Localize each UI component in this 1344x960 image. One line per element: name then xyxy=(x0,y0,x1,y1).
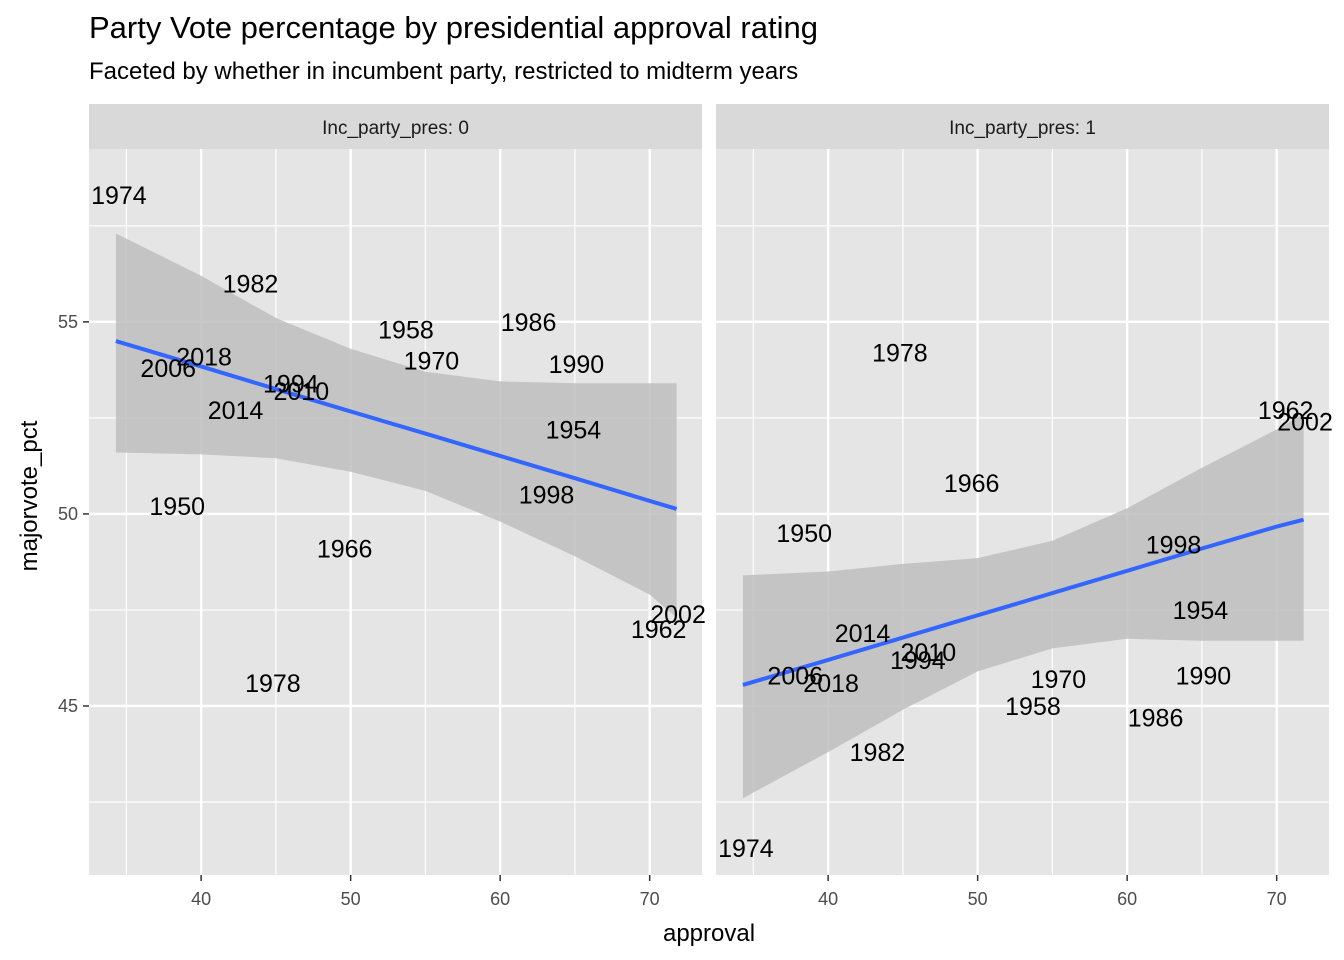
point-label-2002: 2002 xyxy=(1277,409,1333,437)
point-label-1982: 1982 xyxy=(850,739,906,767)
y-tick-label: 45 xyxy=(58,696,78,716)
point-label-1982: 1982 xyxy=(223,270,279,298)
facet-panel-0: Inc_party_pres: 0 40 50 60 70 45 50 55 1974 1982 2… xyxy=(58,104,706,909)
x-axis-label: approval xyxy=(663,920,755,947)
confidence-ribbon xyxy=(742,414,1304,799)
x-tick-label: 60 xyxy=(490,889,510,909)
chart-title: Party Vote percentage by presidential ap… xyxy=(89,10,818,45)
y-tick-label: 55 xyxy=(58,312,78,332)
x-tick-label: 50 xyxy=(968,889,988,909)
y-axis-label: majorvote_pct xyxy=(16,420,43,571)
x-tick-label: 40 xyxy=(818,889,838,909)
regression-line xyxy=(742,517,1305,687)
point-label-1954: 1954 xyxy=(1173,597,1229,625)
y-tick-label: 50 xyxy=(58,504,78,524)
facet-panels: Inc_party_pres: 0 40 50 60 70 45 50 55 1974 1982 2… xyxy=(58,104,1333,909)
point-label-1966: 1966 xyxy=(317,535,373,563)
point-label-2006: 2006 xyxy=(767,662,823,690)
point-label-1986: 1986 xyxy=(1128,705,1184,733)
point-label-1990: 1990 xyxy=(549,351,605,379)
facet-strip-label: Inc_party_pres: 0 xyxy=(322,118,469,139)
point-label-2018: 2018 xyxy=(176,343,232,371)
panel-plot-area xyxy=(115,233,678,618)
x-tick-label: 70 xyxy=(640,889,660,909)
point-label-1958: 1958 xyxy=(378,317,434,345)
point-label-1970: 1970 xyxy=(404,347,460,375)
point-label-1994: 1994 xyxy=(890,647,946,675)
panel-plot-area xyxy=(742,414,1305,799)
point-label-1962: 1962 xyxy=(1258,397,1314,425)
facet-strip-label: Inc_party_pres: 1 xyxy=(949,118,1096,139)
point-label-1974: 1974 xyxy=(718,835,774,863)
point-label-1974: 1974 xyxy=(91,182,147,210)
chart-subtitle: Faceted by whether in incumbent party, r… xyxy=(89,58,799,85)
point-label-1994: 1994 xyxy=(263,370,319,398)
facet-strip xyxy=(89,104,702,149)
point-label-1970: 1970 xyxy=(1031,666,1087,694)
point-label-1966: 1966 xyxy=(944,470,1000,498)
point-label-2018: 2018 xyxy=(803,670,859,698)
point-label-1998: 1998 xyxy=(1146,532,1202,560)
regression-line xyxy=(115,339,678,511)
point-label-2002: 2002 xyxy=(650,601,706,629)
point-label-2010: 2010 xyxy=(900,639,956,667)
x-tick-label: 40 xyxy=(191,889,211,909)
point-label-1954: 1954 xyxy=(546,416,602,444)
point-label-1958: 1958 xyxy=(1005,693,1061,721)
point-label-2014: 2014 xyxy=(208,397,264,425)
facet-strip xyxy=(716,104,1329,149)
x-tick-label: 60 xyxy=(1117,889,1137,909)
point-label-1990: 1990 xyxy=(1176,662,1232,690)
point-label-1978: 1978 xyxy=(872,340,928,368)
point-label-1962: 1962 xyxy=(631,616,687,644)
point-label-1998: 1998 xyxy=(519,482,575,510)
point-label-1986: 1986 xyxy=(501,309,557,337)
point-label-1978: 1978 xyxy=(245,670,301,698)
point-label-1950: 1950 xyxy=(776,520,832,548)
point-label-2014: 2014 xyxy=(835,620,891,648)
point-label-2006: 2006 xyxy=(140,355,196,383)
x-tick-label: 50 xyxy=(341,889,361,909)
point-label-1950: 1950 xyxy=(149,493,205,521)
point-label-2010: 2010 xyxy=(273,378,329,406)
x-tick-label: 70 xyxy=(1267,889,1287,909)
